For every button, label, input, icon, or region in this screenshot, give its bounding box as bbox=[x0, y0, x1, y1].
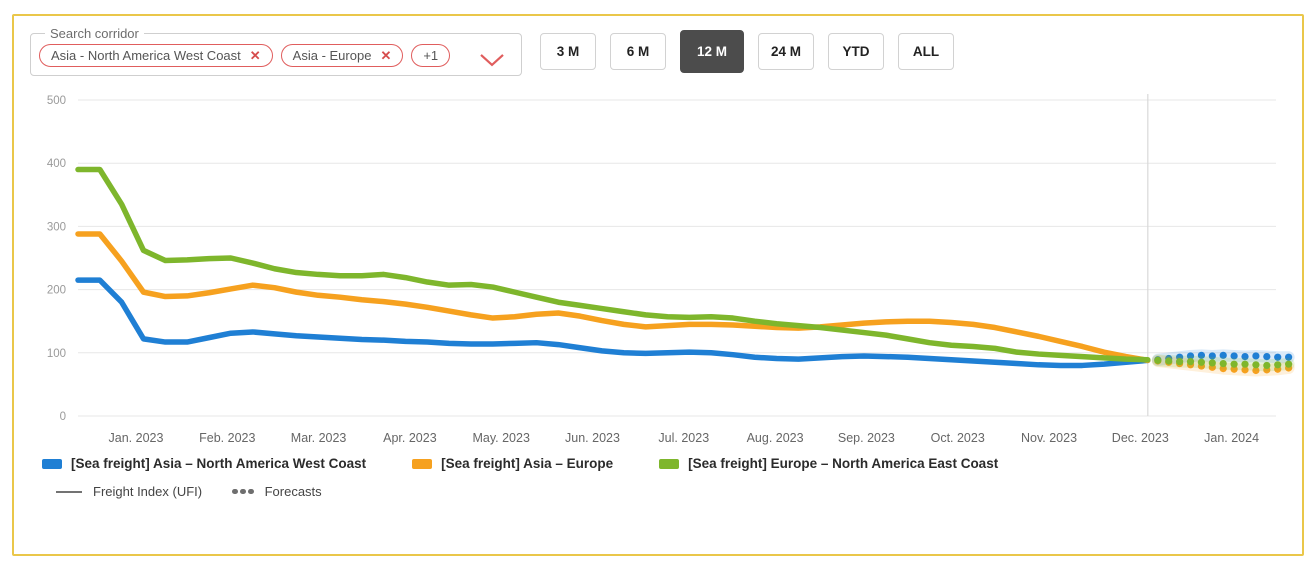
svg-text:Nov. 2023: Nov. 2023 bbox=[1021, 431, 1077, 445]
chevron-down-icon[interactable] bbox=[479, 52, 505, 68]
range-button-12m[interactable]: 12 M bbox=[680, 29, 744, 73]
range-button-3m[interactable]: 3 M bbox=[540, 32, 596, 70]
range-button-all[interactable]: ALL bbox=[898, 32, 955, 70]
svg-text:Feb. 2023: Feb. 2023 bbox=[199, 431, 255, 445]
svg-text:200: 200 bbox=[47, 285, 66, 297]
line-swatch-icon bbox=[56, 490, 82, 493]
search-field-label: Search corridor bbox=[50, 26, 139, 41]
svg-text:Jul. 2023: Jul. 2023 bbox=[658, 431, 709, 445]
widget-frame: Search corridor Asia - North America Wes… bbox=[12, 14, 1304, 556]
corridor-chip[interactable]: +1 bbox=[411, 44, 451, 67]
legend-swatch-icon bbox=[42, 458, 62, 469]
time-range-buttons: 3 M 6 M 12 M 24 M YTD ALL bbox=[540, 29, 955, 73]
remove-chip-icon[interactable]: ✕ bbox=[249, 48, 261, 63]
svg-text:Mar. 2023: Mar. 2023 bbox=[291, 431, 347, 445]
range-button-ytd[interactable]: YTD bbox=[828, 32, 885, 70]
svg-text:Aug. 2023: Aug. 2023 bbox=[747, 431, 804, 445]
legend-swatch-icon bbox=[412, 458, 433, 469]
svg-text:Apr. 2023: Apr. 2023 bbox=[383, 431, 437, 445]
corridor-chip[interactable]: Asia - Europe ✕ bbox=[280, 44, 404, 67]
legend-item-label: [Sea freight] Asia – North America West … bbox=[71, 456, 367, 471]
forecasts-legend-item: Forecasts bbox=[232, 484, 322, 499]
chart-area: 0 100 200 300 400 500 Jan. 2023 Feb. 2023 Mar. 2… bbox=[14, 76, 1302, 452]
corridor-chip[interactable]: Asia - North America West Coast ✕ bbox=[39, 44, 273, 67]
series-legend: [Sea freight] Asia – North America West … bbox=[42, 456, 1302, 471]
svg-text:Jan. 2024: Jan. 2024 bbox=[1204, 431, 1259, 445]
svg-text:500: 500 bbox=[47, 95, 66, 107]
svg-text:Jan. 2023: Jan. 2023 bbox=[109, 431, 164, 445]
legend-item[interactable]: [Sea freight] Asia – North America West … bbox=[42, 456, 366, 471]
svg-text:Jun. 2023: Jun. 2023 bbox=[565, 431, 620, 445]
svg-text:400: 400 bbox=[47, 158, 66, 170]
legend-item-label: [Sea freight] Asia – Europe bbox=[441, 456, 614, 471]
corridor-chips: Asia - North America West Coast ✕ Asia - E… bbox=[39, 44, 511, 67]
range-button-6m[interactable]: 6 M bbox=[610, 32, 666, 70]
forecasts-label: Forecasts bbox=[264, 484, 322, 499]
svg-text:Sep. 2023: Sep. 2023 bbox=[838, 431, 895, 445]
freight-index-label: Freight Index (UFI) bbox=[93, 484, 203, 499]
dots-swatch-icon bbox=[232, 488, 254, 495]
svg-text:Dec. 2023: Dec. 2023 bbox=[1112, 431, 1169, 445]
svg-text:100: 100 bbox=[47, 348, 66, 360]
legend-swatch-icon bbox=[659, 458, 680, 469]
toolbar: Search corridor Asia - North America Wes… bbox=[14, 16, 1302, 76]
freight-index-legend-item: Freight Index (UFI) bbox=[56, 484, 202, 499]
freight-chart: 0 100 200 300 400 500 Jan. 2023 Feb. 2023 Mar. 2… bbox=[47, 94, 1295, 445]
corridor-search-field[interactable]: Search corridor Asia - North America Wes… bbox=[30, 26, 522, 76]
aux-legend: Freight Index (UFI) Forecasts bbox=[56, 484, 1302, 499]
corridor-chip-label: +1 bbox=[423, 48, 439, 63]
corridor-chip-label: Asia - Europe bbox=[292, 48, 372, 63]
range-button-24m[interactable]: 24 M bbox=[758, 32, 815, 70]
svg-text:Oct. 2023: Oct. 2023 bbox=[931, 431, 985, 445]
legend-item[interactable]: [Sea freight] Asia – Europe bbox=[412, 456, 613, 471]
svg-text:300: 300 bbox=[47, 221, 66, 233]
remove-chip-icon[interactable]: ✕ bbox=[380, 48, 392, 63]
legend-item-label: [Sea freight] Europe – North America Eas… bbox=[688, 456, 999, 471]
svg-text:May. 2023: May. 2023 bbox=[472, 431, 529, 445]
legend-item[interactable]: [Sea freight] Europe – North America Eas… bbox=[659, 456, 998, 471]
svg-text:0: 0 bbox=[60, 411, 66, 423]
corridor-chip-label: Asia - North America West Coast bbox=[51, 48, 241, 63]
